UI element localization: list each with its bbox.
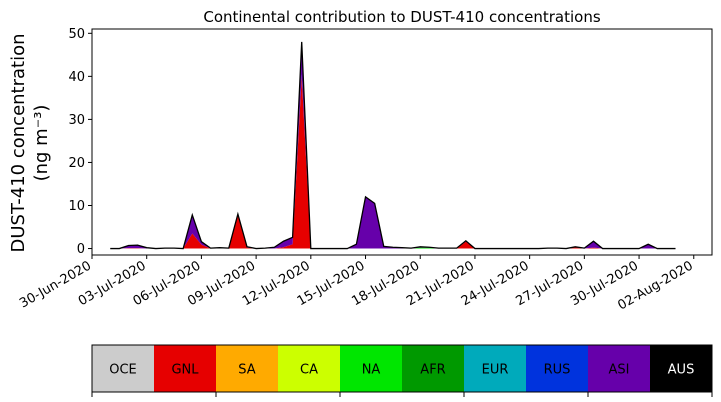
y-tick-label: 50: [68, 27, 85, 42]
legend-swatch-eur: [464, 345, 527, 392]
y-tick-label: 10: [68, 199, 85, 214]
legend-swatch-afr: [402, 345, 465, 392]
legend-swatch-ca: [278, 345, 341, 392]
y-axis: 0 10 20 30 40 50: [68, 27, 92, 257]
y-tick-label: 20: [68, 156, 85, 171]
legend-label-na: NA: [362, 363, 381, 378]
legend-swatch-gnl: [154, 345, 217, 392]
legend-label-ca: CA: [300, 363, 318, 378]
legend-label-gnl: GNL: [171, 363, 199, 378]
legend-swatch-rus: [526, 345, 589, 392]
legend-swatch-na: [340, 345, 403, 392]
legend-swatch-sa: [216, 345, 279, 392]
legend-swatch-aus: [650, 345, 713, 392]
legend-frame: [91, 344, 713, 393]
total-outline: [110, 41, 676, 250]
legend-label-afr: AFR: [420, 363, 445, 378]
legend-label-rus: RUS: [544, 363, 571, 378]
chart-title: Continental contribution to DUST-410 con…: [203, 8, 600, 26]
legend: OCE GNL SA CA NA AFR EUR RUS ASI AUS: [91, 344, 713, 397]
y-axis-label-line1: DUST-410 concentration: [8, 33, 29, 252]
y-tick-label: 30: [68, 113, 85, 128]
legend-swatch-oce: [92, 345, 155, 392]
legend-swatch-asi: [588, 345, 651, 392]
legend-label-asi: ASI: [609, 363, 630, 378]
y-tick-label: 0: [77, 242, 85, 257]
legend-label-aus: AUS: [668, 363, 695, 378]
y-axis-label-line2: (ng m⁻³): [31, 105, 52, 182]
legend-label-oce: OCE: [109, 363, 137, 378]
area-series-group: [110, 41, 676, 250]
legend-label-eur: EUR: [482, 363, 509, 378]
y-tick-label: 40: [68, 70, 85, 85]
legend-label-sa: SA: [238, 363, 255, 378]
plot-frame: [91, 28, 713, 256]
